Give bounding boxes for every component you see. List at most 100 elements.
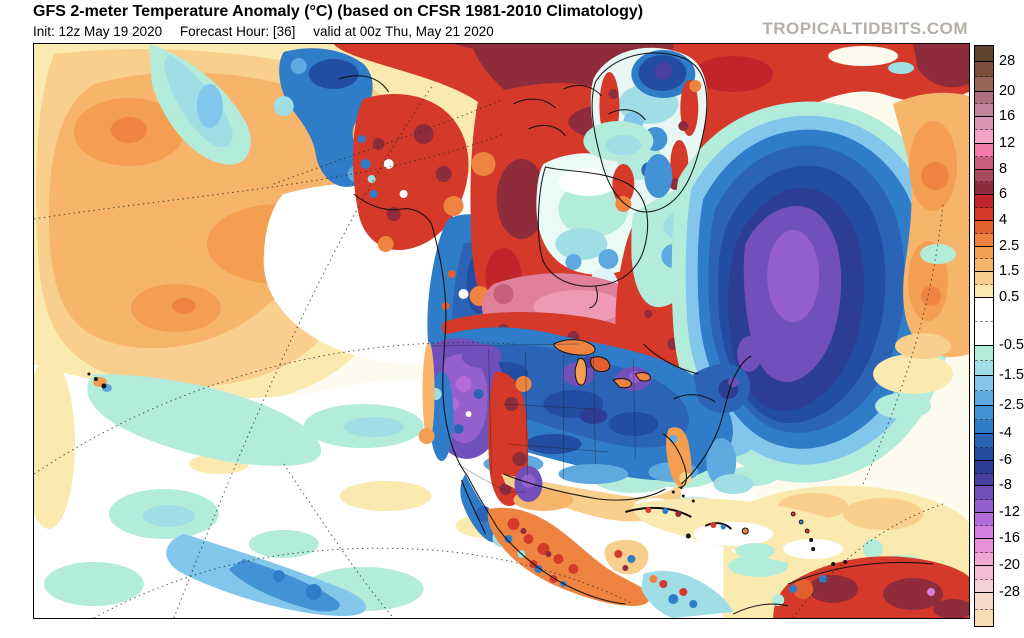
colorbar-segment [975, 247, 993, 259]
init-time: Init: 12z May 19 2020 [33, 24, 163, 39]
colorbar-segment [975, 566, 993, 580]
colorbar-segment [975, 486, 993, 500]
colorbar-segment [975, 461, 993, 474]
colorbar-subtick-line [975, 360, 993, 361]
colorbar-tick-line [975, 143, 993, 144]
colorbar-tick-label: 20 [999, 83, 1016, 99]
colorbar-segment [975, 553, 993, 566]
colorbar-tick-label: 6 [999, 186, 1008, 202]
forecast-hour: Forecast Hour: [36] [179, 24, 296, 39]
colorbar-tick-label: 12 [999, 135, 1016, 151]
colorbar-tick-line [975, 194, 993, 195]
colorbar-tick-line [975, 592, 993, 593]
site-watermark: TROPICALTIDBITS.COM [762, 19, 968, 38]
colorbar-tick-line [975, 405, 993, 406]
colorbar-subtick-line [975, 525, 993, 526]
colorbar-segment [975, 46, 993, 62]
forecast-meta: Init: 12z May 19 2020 Forecast Hour: [36… [33, 24, 508, 39]
colorbar-labels: 28 20 16 12 8 6 4 2.5 1.5 0.5 -0.5 -1.5 -2.5 -4 -6 -8 -1… [999, 0, 1024, 638]
colorbar-tick-line [975, 512, 993, 513]
colorbar-segment [975, 513, 993, 526]
atlantic-cold-blob [648, 101, 955, 488]
colorbar-subtick-line [975, 473, 993, 474]
colorbar-subtick-line [975, 207, 993, 208]
colorbar-segment [975, 208, 993, 221]
colorbar [974, 45, 994, 627]
colorbar-tick-label: 0.5 [999, 289, 1020, 305]
colorbar-tick-line [975, 345, 993, 346]
colorbar-subtick-line [975, 103, 993, 104]
colorbar-subtick-line [975, 321, 993, 322]
colorbar-tick-line [975, 61, 993, 62]
colorbar-subtick-line [975, 233, 993, 234]
colorbar-tick-label: 16 [999, 108, 1016, 124]
colorbar-segment [975, 285, 993, 298]
colorbar-tick-line [975, 433, 993, 434]
colorbar-subtick-line [975, 129, 993, 130]
colorbar-tick-line [975, 485, 993, 486]
colorbar-tick-label: 4 [999, 212, 1008, 228]
colorbar-subtick-line [975, 181, 993, 182]
colorbar-subtick-line [975, 609, 993, 610]
colorbar-tick-line [975, 375, 993, 376]
colorbar-segment [975, 130, 993, 144]
colorbar-tick-line [975, 246, 993, 247]
colorbar-segment [975, 500, 993, 513]
colorbar-subtick-line [975, 258, 993, 259]
valid-time: valid at 00z Thu, May 21 2020 [313, 24, 494, 39]
colorbar-tick-line [975, 169, 993, 170]
colorbar-tick-label: 1.5 [999, 263, 1020, 279]
colorbar-tick-line [975, 565, 993, 566]
colorbar-segment [975, 448, 993, 461]
colorbar-segment [975, 580, 993, 593]
colorbar-segment [975, 144, 993, 157]
colorbar-tick-label: -12 [999, 504, 1020, 520]
colorbar-segment [975, 117, 993, 130]
colorbar-tick-line [975, 271, 993, 272]
colorbar-subtick-line [975, 447, 993, 448]
colorbar-tick-line [975, 91, 993, 92]
coastlines [338, 52, 934, 615]
colorbar-tick-label: -28 [999, 584, 1020, 600]
colorbar-segment [975, 298, 993, 322]
colorbar-subtick-line [975, 419, 993, 420]
colorbar-segment [975, 182, 993, 195]
colorbar-segment [975, 526, 993, 539]
colorbar-segment [975, 77, 993, 92]
bering-alaska [273, 48, 469, 252]
colorbar-segment [975, 346, 993, 361]
colorbar-segment [975, 434, 993, 448]
colorbar-segment [975, 474, 993, 486]
colorbar-segment [975, 104, 993, 117]
colorbar-tick-label: 8 [999, 161, 1008, 177]
colorbar-tick-label: 2.5 [999, 238, 1020, 254]
colorbar-segment [975, 62, 993, 77]
anomaly-map-canvas [34, 44, 969, 618]
colorbar-segment [975, 272, 993, 285]
colorbar-segment [975, 610, 993, 626]
colorbar-tick-label: -20 [999, 557, 1020, 573]
colorbar-tick-label: -1.5 [999, 367, 1024, 383]
colorbar-segment [975, 406, 993, 420]
colorbar-segment [975, 234, 993, 247]
mexico-caribbean [487, 427, 884, 618]
colorbar-tick-label: -8 [999, 477, 1012, 493]
colorbar-segment [975, 593, 993, 610]
colorbar-segment [975, 361, 993, 376]
colorbar-tick-line [975, 220, 993, 221]
colorbar-tick-line [975, 460, 993, 461]
colorbar-tick-label: -2.5 [999, 397, 1024, 413]
borders [431, 343, 636, 493]
south-america [772, 556, 969, 618]
colorbar-subtick-line [975, 390, 993, 391]
colorbar-segment [975, 391, 993, 406]
colorbar-tick-label: -6 [999, 452, 1012, 468]
colorbar-subtick-line [975, 156, 993, 157]
colorbar-tick-label: -16 [999, 530, 1020, 546]
colorbar-segment [975, 221, 993, 234]
colorbar-subtick-line [975, 284, 993, 285]
colorbar-subtick-line [975, 579, 993, 580]
colorbar-tick-line [975, 538, 993, 539]
colorbar-tick-label: 28 [999, 53, 1016, 69]
